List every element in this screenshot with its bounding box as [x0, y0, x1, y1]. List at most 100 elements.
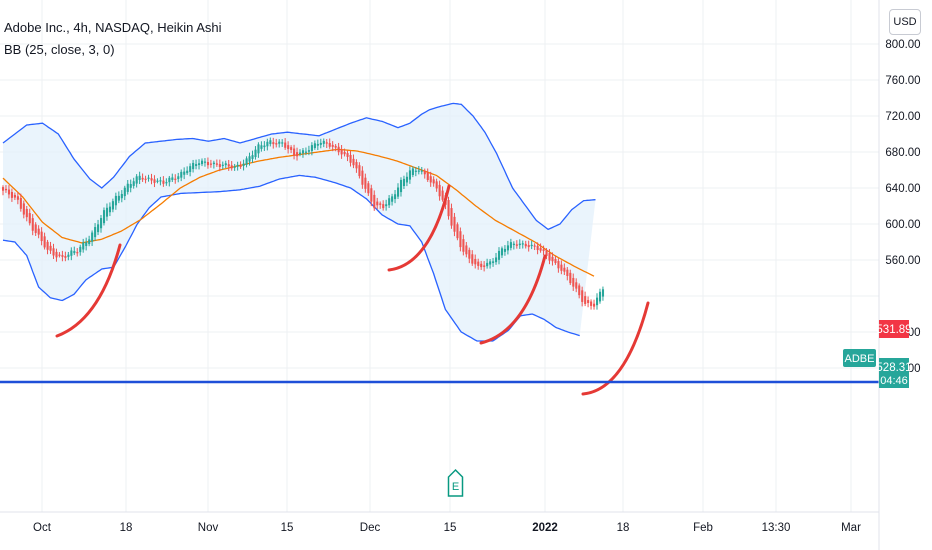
candle-body-161 — [480, 263, 483, 268]
drawn-curve-annotations[interactable] — [55, 184, 650, 396]
candle-body-162 — [483, 265, 486, 267]
price-tick-6: 560.00 — [885, 255, 920, 267]
candle-body-14 — [43, 236, 46, 248]
curve-annotation-2[interactable] — [479, 254, 547, 345]
candle-body-60 — [180, 171, 183, 178]
candle-body-111 — [331, 144, 334, 147]
candle-body-134 — [399, 179, 403, 193]
time-tick-5: 15 — [444, 522, 457, 534]
candle-body-155 — [462, 239, 465, 252]
candle-body-64 — [192, 162, 195, 170]
candle-body-140 — [417, 170, 420, 172]
candle-body-125 — [373, 194, 376, 209]
candle-body-151 — [450, 208, 453, 226]
candle-body-94 — [281, 142, 284, 144]
candle-body-87 — [260, 145, 263, 149]
candle-body-91 — [272, 142, 275, 145]
candle-body-83 — [248, 156, 251, 162]
time-tick-9: 13:30 — [762, 522, 791, 534]
candle-body-190 — [566, 269, 569, 276]
candle-body-58 — [174, 178, 177, 180]
candle-body-171 — [509, 242, 512, 248]
candle-body-157 — [468, 249, 471, 259]
candle-body-142 — [423, 170, 426, 175]
bollinger-upper-band — [2, 102, 596, 231]
candle-body-147 — [438, 184, 441, 197]
candle-body-167 — [497, 250, 501, 260]
candle-body-52 — [156, 180, 159, 182]
candle-body-197 — [587, 300, 590, 304]
curve-annotation-1[interactable] — [387, 184, 451, 272]
candle-body-164 — [489, 261, 492, 265]
candle-body-78 — [233, 166, 236, 168]
candle-body-21 — [64, 255, 67, 258]
candle-body-126 — [376, 201, 379, 206]
candle-body-137 — [408, 170, 411, 180]
curve-annotation-3[interactable] — [581, 301, 650, 396]
earnings-marker[interactable]: E — [447, 468, 464, 497]
candle-body-54 — [162, 180, 165, 184]
candle-body-128 — [382, 204, 385, 209]
candle-body-36 — [108, 206, 112, 213]
candle-body-42 — [126, 183, 129, 192]
candle-body-11 — [34, 224, 37, 233]
chart-title[interactable]: Adobe Inc., 4h, NASDAQ, Heikin Ashi — [4, 20, 222, 35]
candle-body-121 — [361, 170, 364, 185]
candle-body-18 — [55, 251, 58, 258]
candlestick-series — [2, 137, 605, 310]
candle-body-97 — [290, 147, 293, 150]
candle-body-191 — [569, 272, 572, 284]
candle-body-116 — [346, 153, 349, 157]
candle-body-82 — [245, 158, 248, 165]
candle-body-150 — [447, 200, 450, 217]
candle-body-72 — [215, 163, 218, 165]
indicator-label[interactable]: BB (25, close, 3, 0) — [4, 42, 115, 57]
candle-body-106 — [316, 143, 319, 146]
candle-body-109 — [325, 142, 328, 144]
candle-body-133 — [397, 187, 400, 197]
candle-body-12 — [37, 228, 40, 235]
curve-annotation-0[interactable] — [55, 243, 122, 338]
bar-countdown-text: 04:46 — [880, 375, 908, 387]
candle-body-115 — [343, 151, 346, 155]
chart-legend: Adobe Inc., 4h, NASDAQ, Heikin Ashi BB (… — [4, 17, 222, 61]
price-tick-5: 600.00 — [885, 219, 920, 231]
candle-body-71 — [212, 162, 215, 165]
candle-body-27 — [82, 242, 85, 250]
candle-body-168 — [500, 248, 504, 256]
candle-body-40 — [120, 193, 123, 199]
candle-body-118 — [352, 158, 355, 166]
candle-body-69 — [206, 161, 210, 166]
candle-body-30 — [91, 232, 94, 242]
candle-body-152 — [453, 216, 456, 232]
candle-body-92 — [275, 143, 278, 145]
candle-body-101 — [301, 150, 305, 154]
price-axis[interactable]: 800.00 760.00 720.00 680.00 640.00 600.00 560.… — [878, 0, 921, 550]
time-tick-2: Nov — [198, 522, 219, 534]
candle-body-182 — [542, 249, 545, 251]
currency-button[interactable]: USD — [889, 9, 921, 35]
candle-body-24 — [73, 251, 76, 254]
candle-body-9 — [28, 213, 31, 224]
candle-body-32 — [97, 224, 100, 233]
candle-body-46 — [138, 175, 141, 180]
candle-body-7 — [22, 203, 25, 215]
time-axis[interactable]: Oct 18 Nov 15 Dec 15 2022 18 Feb 13:30 Mar — [0, 511, 879, 534]
candle-body-181 — [539, 247, 542, 251]
candle-body-194 — [578, 285, 581, 296]
candle-body-145 — [432, 179, 435, 184]
price-tick-3: 680.00 — [885, 147, 920, 159]
candle-body-119 — [355, 162, 358, 169]
candle-body-180 — [536, 245, 539, 251]
last-price-text: 528.31 — [876, 362, 911, 374]
candle-body-22 — [67, 254, 70, 257]
candle-body-75 — [224, 163, 227, 166]
candle-body-200 — [596, 297, 599, 306]
candle-body-3 — [10, 192, 14, 198]
candle-body-184 — [548, 253, 551, 261]
candle-body-193 — [575, 282, 578, 289]
candle-body-110 — [328, 142, 331, 147]
candle-body-144 — [429, 176, 432, 183]
candle-body-48 — [144, 178, 147, 180]
